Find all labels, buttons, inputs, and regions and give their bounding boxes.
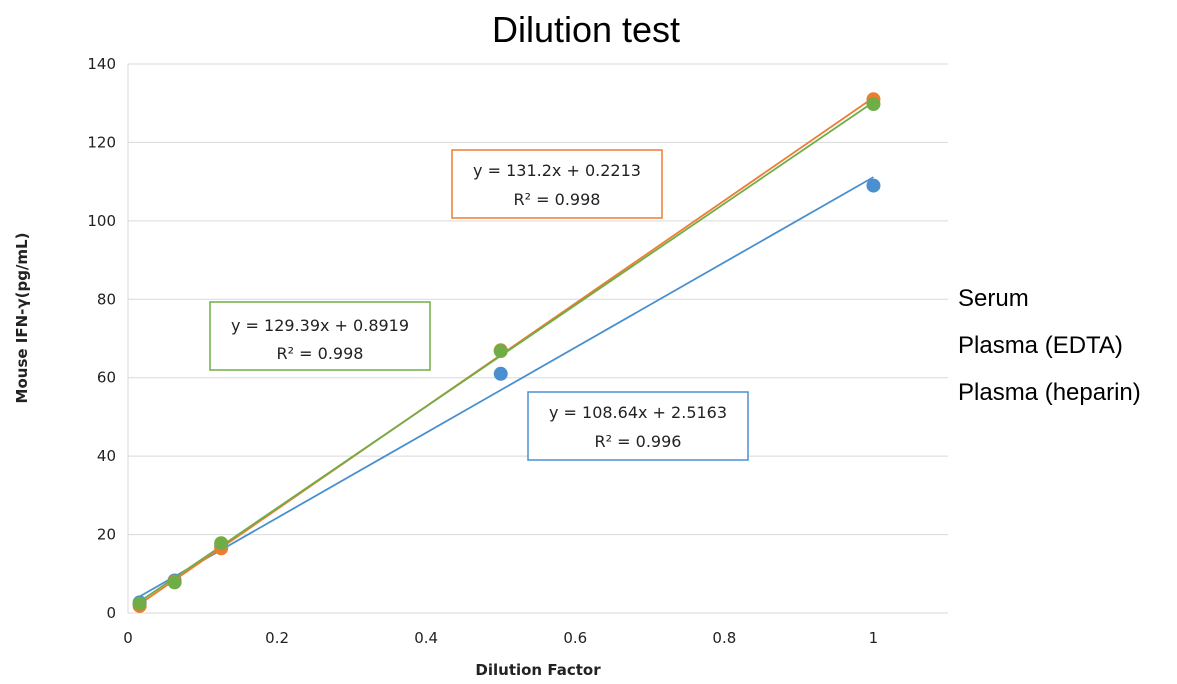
equation-box-serum: y = 108.64x + 2.5163 R² = 0.996 (527, 391, 749, 461)
legend-item-plasma-edta: Plasma (EDTA) (958, 332, 1123, 359)
legend-item-serum: Serum (958, 285, 1029, 312)
x-tick-labels: 0 0.2 0.4 0.6 0.8 1 (123, 629, 878, 647)
x-tick-label: 0.4 (414, 629, 438, 647)
equation-text: y = 129.39x + 0.8919 (231, 316, 409, 335)
legend-item-plasma-heparin: Plasma (heparin) (958, 379, 1141, 406)
equation-text: y = 108.64x + 2.5163 (549, 403, 727, 422)
y-tick-label: 60 (97, 369, 116, 387)
equation-text: y = 131.2x + 0.2213 (473, 161, 641, 180)
y-tick-label: 120 (87, 133, 116, 151)
y-tick-label: 100 (87, 212, 116, 230)
equation-box-plasma-edta: y = 131.2x + 0.2213 R² = 0.998 (451, 149, 663, 219)
data-point-series-2 (132, 596, 147, 611)
data-point-series-2 (866, 96, 881, 111)
y-axis-title: Mouse IFN-γ(pg/mL) (13, 233, 31, 404)
gridlines (127, 63, 948, 614)
data-point-series-2 (167, 575, 182, 590)
data-points (132, 92, 881, 613)
y-tick-labels: 0 20 40 60 80 100 120 140 (87, 55, 116, 622)
data-point-series-2 (493, 344, 508, 359)
r-squared-text: R² = 0.998 (277, 344, 364, 363)
trendline-series-0 (139, 176, 874, 598)
data-point-series-0 (493, 366, 508, 381)
x-tick-label: 0 (123, 629, 133, 647)
r-squared-text: R² = 0.996 (595, 432, 682, 451)
x-tick-label: 0.2 (265, 629, 289, 647)
y-tick-label: 40 (97, 447, 116, 465)
data-point-series-0 (866, 178, 881, 193)
x-tick-label: 1 (869, 629, 879, 647)
equation-box-plasma-heparin: y = 129.39x + 0.8919 R² = 0.998 (209, 301, 431, 371)
y-tick-label: 20 (97, 526, 116, 544)
y-tick-label: 0 (106, 604, 116, 622)
x-axis-title: Dilution Factor (475, 661, 601, 679)
r-squared-text: R² = 0.998 (514, 190, 601, 209)
x-tick-label: 0.8 (712, 629, 736, 647)
y-tick-label: 140 (87, 55, 116, 73)
x-tick-label: 0.6 (563, 629, 587, 647)
y-tick-label: 80 (97, 290, 116, 308)
data-point-series-2 (214, 536, 229, 551)
chart-title: Dilution test (492, 9, 680, 50)
legend: Serum Plasma (EDTA) Plasma (heparin) (958, 285, 1141, 406)
